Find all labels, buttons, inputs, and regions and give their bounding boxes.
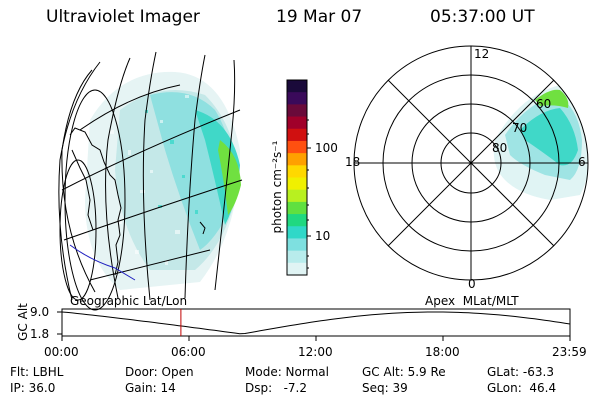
- colorbar-axis: [307, 119, 311, 269]
- polar-panel-label: Apex MLat/MLT: [425, 294, 519, 308]
- colorbar-segment: [287, 153, 307, 166]
- gain-readout: Gain: 14: [125, 381, 176, 395]
- colorbar-segment: [287, 262, 307, 276]
- colorbar-segment: [287, 80, 307, 93]
- timeline-ytick-min: 1.8: [30, 327, 50, 341]
- coastline: [69, 127, 206, 276]
- colorbar-segment: [287, 238, 307, 252]
- colorbar-segment: [287, 128, 307, 142]
- instrument-title: Ultraviolet Imager: [46, 7, 200, 27]
- mlat-label-70: 70: [512, 121, 528, 135]
- mlt-label-6: 6: [578, 155, 586, 169]
- dsp-readout: Dsp: -7.2: [245, 381, 308, 395]
- mode-readout: Mode: Normal: [245, 365, 329, 379]
- mlat-label-80: 80: [492, 141, 508, 155]
- colorbar-segment: [287, 177, 307, 191]
- glon-readout: GLon: 46.4: [487, 381, 557, 395]
- coastline-blue: [69, 244, 136, 281]
- colorbar-segment: [287, 165, 307, 179]
- colorbar-segment: [287, 226, 307, 240]
- filter-readout: Flt: LBHL: [10, 365, 64, 379]
- mlt-label-12: 12: [474, 47, 490, 61]
- polar-image: [493, 85, 588, 200]
- gc-alt-readout: GC Alt: 5.9 Re: [362, 365, 446, 379]
- geographic-image: [85, 71, 241, 290]
- timeline-xtick-0600: 06:00: [171, 345, 206, 359]
- timeline-ylabel: GC Alt: [16, 303, 30, 341]
- colorbar-segment: [287, 250, 307, 264]
- geographic-grid: [58, 51, 243, 311]
- timeline-xtick-1800: 18:00: [425, 345, 460, 359]
- time-label: 05:37:00 UT: [430, 7, 535, 27]
- colorbar-tick-100: 100: [315, 141, 338, 155]
- colorbar-unit-label: photon cm⁻²s⁻¹: [270, 140, 284, 234]
- orbit-timeline: [57, 308, 571, 341]
- polar-grid: [353, 45, 589, 281]
- colorbar-frame: [286, 79, 308, 276]
- timeline-xtick-0000: 00:00: [44, 345, 79, 359]
- colorbar-segment: [287, 116, 307, 130]
- colorbar: [286, 79, 308, 276]
- door-readout: Door: Open: [125, 365, 194, 379]
- mlat-label-60: 60: [536, 97, 552, 111]
- timeline-xtick-1200: 12:00: [298, 345, 333, 359]
- glat-readout: GLat: -63.3: [487, 365, 554, 379]
- timeline-xtick-2359: 23:59: [552, 345, 587, 359]
- mlt-label-0: 0: [468, 277, 476, 291]
- colorbar-segment: [287, 201, 307, 215]
- colorbar-tick-10: 10: [315, 229, 331, 243]
- seq-readout: Seq: 39: [362, 381, 408, 395]
- timeline-ytick-max: 9.0: [30, 305, 50, 319]
- geographic-panel-label: Geographic Lat/Lon: [70, 294, 188, 308]
- date-label: 19 Mar 07: [276, 7, 363, 27]
- colorbar-segment: [287, 140, 307, 154]
- colorbar-segment: [287, 189, 307, 203]
- mlt-label-18: 18: [345, 155, 361, 169]
- ip-readout: IP: 36.0: [10, 381, 56, 395]
- colorbar-segment: [287, 214, 307, 227]
- colorbar-segment: [287, 92, 307, 105]
- colorbar-segment: [287, 104, 307, 118]
